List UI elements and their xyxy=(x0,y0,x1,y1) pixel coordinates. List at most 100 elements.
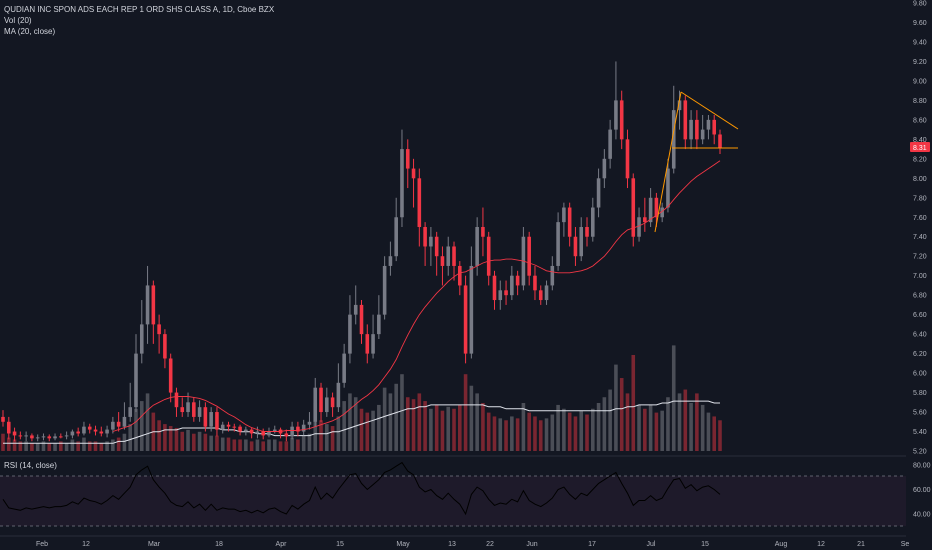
candle-body[interactable] xyxy=(411,168,416,179)
candle-body[interactable] xyxy=(24,435,28,437)
candle-body[interactable] xyxy=(111,421,115,430)
candle-body[interactable] xyxy=(660,207,664,218)
candle-body[interactable] xyxy=(353,304,358,315)
candle-body[interactable] xyxy=(41,436,46,438)
candle-body[interactable] xyxy=(608,129,612,159)
candle-body[interactable] xyxy=(215,412,219,430)
candle-body[interactable] xyxy=(492,275,497,301)
candle-body[interactable] xyxy=(562,207,566,223)
candle-body[interactable] xyxy=(550,265,555,286)
candle-body[interactable] xyxy=(377,314,381,335)
candle-body[interactable] xyxy=(6,421,11,434)
candle-body[interactable] xyxy=(249,429,254,434)
candle-body[interactable] xyxy=(527,236,531,276)
candle-body[interactable] xyxy=(596,178,601,208)
candle-body[interactable] xyxy=(203,407,208,427)
candle-body[interactable] xyxy=(226,424,231,427)
candle-body[interactable] xyxy=(238,426,242,432)
candle-body[interactable] xyxy=(573,236,578,257)
candle-body[interactable] xyxy=(348,314,352,354)
candle-body[interactable] xyxy=(417,178,422,227)
candle-body[interactable] xyxy=(157,324,161,335)
candle-body[interactable] xyxy=(683,100,688,140)
candle-body[interactable] xyxy=(567,207,572,237)
candles[interactable] xyxy=(1,61,722,442)
candle-body[interactable] xyxy=(585,227,589,237)
candle-body[interactable] xyxy=(180,407,185,413)
rsi-axis[interactable]: 80.00 60.00 40.00 xyxy=(913,463,931,519)
candle-body[interactable] xyxy=(706,119,711,130)
candle-body[interactable] xyxy=(394,217,398,257)
candle-body[interactable] xyxy=(82,426,86,434)
candle-body[interactable] xyxy=(267,431,271,436)
candle-body[interactable] xyxy=(481,227,485,237)
candle-body[interactable] xyxy=(209,412,213,427)
candle-body[interactable] xyxy=(671,110,676,169)
candle-body[interactable] xyxy=(469,265,474,354)
candle-body[interactable] xyxy=(666,168,670,208)
candle-body[interactable] xyxy=(648,197,653,223)
candle-body[interactable] xyxy=(122,416,127,427)
candle-body[interactable] xyxy=(423,227,427,247)
candle-body[interactable] xyxy=(579,227,584,257)
candle-body[interactable] xyxy=(533,275,537,291)
candle-body[interactable] xyxy=(504,290,508,296)
candle-body[interactable] xyxy=(330,397,335,408)
time-axis[interactable]: Feb 12 Mar 18 Apr 15 May 13 22 Jun 17 Jul 15 Aug 12 21 S… xyxy=(36,541,909,548)
candle-body[interactable] xyxy=(105,429,109,434)
ma-legend[interactable]: MA (20, close) xyxy=(4,27,56,36)
candle-body[interactable] xyxy=(313,387,318,422)
candle-body[interactable] xyxy=(163,334,167,359)
symbol-legend[interactable]: QUDIAN INC SPON ADS EACH REP 1 ORD SHS C… xyxy=(4,5,275,14)
candle-body[interactable] xyxy=(76,431,80,434)
candle-body[interactable] xyxy=(99,431,104,434)
candle-body[interactable] xyxy=(602,158,607,179)
candle-body[interactable] xyxy=(440,256,445,266)
candle-body[interactable] xyxy=(689,119,693,140)
candle-body[interactable] xyxy=(272,429,277,432)
candle-body[interactable] xyxy=(301,424,306,432)
candle-body[interactable] xyxy=(544,285,549,301)
candle-body[interactable] xyxy=(35,437,40,439)
trendlines[interactable] xyxy=(654,91,739,233)
candle-body[interactable] xyxy=(174,392,179,408)
candle-body[interactable] xyxy=(400,149,404,218)
candle-body[interactable] xyxy=(654,197,659,218)
candle-body[interactable] xyxy=(712,119,717,135)
candle-body[interactable] xyxy=(405,149,410,169)
candle-body[interactable] xyxy=(18,435,23,437)
candle-body[interactable] xyxy=(637,217,641,237)
candle-body[interactable] xyxy=(232,426,237,428)
price-axis[interactable]: 9.80 9.60 9.40 9.20 9.00 8.80 8.60 8.40 8.20 8.00… xyxy=(913,1,927,456)
candle-body[interactable] xyxy=(342,353,346,383)
candle-body[interactable] xyxy=(255,431,260,434)
candle-body[interactable] xyxy=(677,100,682,111)
candle-body[interactable] xyxy=(64,435,69,437)
candle-body[interactable] xyxy=(365,334,370,354)
candle-body[interactable] xyxy=(510,275,514,296)
candle-body[interactable] xyxy=(53,436,57,439)
candle-body[interactable] xyxy=(643,217,647,223)
candle-body[interactable] xyxy=(87,426,92,430)
candle-body[interactable] xyxy=(336,382,341,408)
candle-body[interactable] xyxy=(70,431,75,436)
candle-body[interactable] xyxy=(486,236,491,276)
candle-body[interactable] xyxy=(244,429,248,432)
candle-body[interactable] xyxy=(475,227,479,266)
candle-body[interactable] xyxy=(192,402,196,417)
candle-body[interactable] xyxy=(290,426,294,437)
trendline-upper[interactable] xyxy=(680,91,739,130)
candle-body[interactable] xyxy=(145,285,150,325)
candle-body[interactable] xyxy=(619,100,624,140)
candle-body[interactable] xyxy=(116,421,121,427)
candle-body[interactable] xyxy=(446,246,451,266)
candle-body[interactable] xyxy=(718,134,722,149)
candle-body[interactable] xyxy=(325,397,329,413)
candle-body[interactable] xyxy=(631,178,636,237)
candle-body[interactable] xyxy=(151,285,156,325)
candle-body[interactable] xyxy=(695,119,699,140)
candle-body[interactable] xyxy=(284,433,289,437)
trendline-support[interactable] xyxy=(654,91,682,233)
candle-body[interactable] xyxy=(197,407,202,417)
